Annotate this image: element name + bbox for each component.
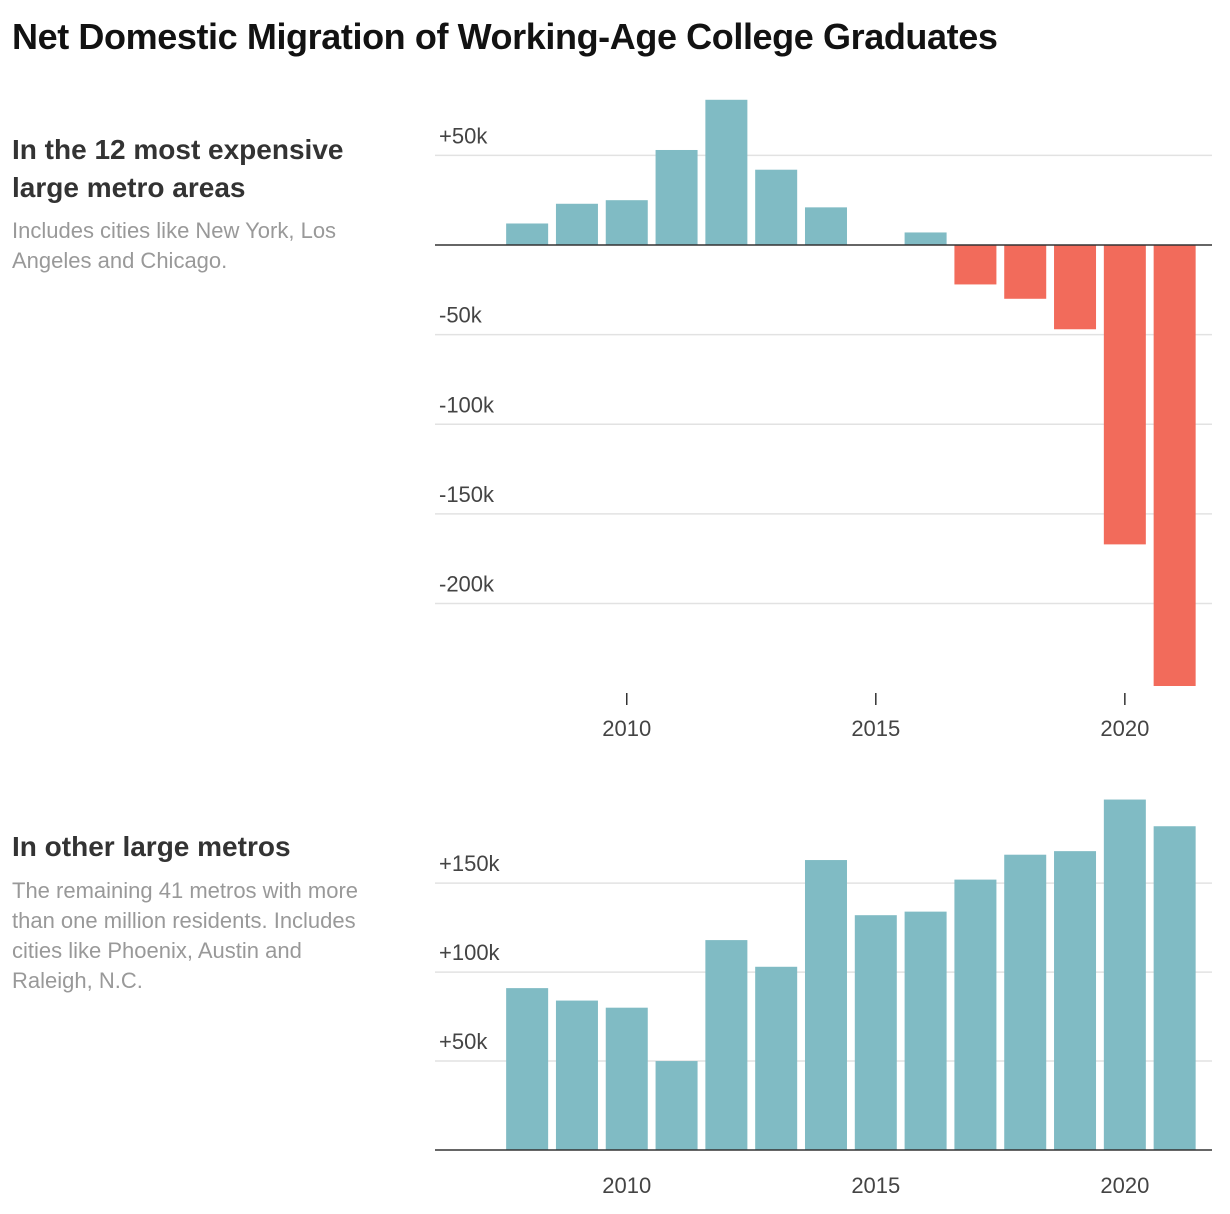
x-tick-label: 2015 <box>851 1173 900 1198</box>
bar-2020 <box>1103 245 1146 545</box>
top-panel-subtitle: Includes cities like New York, Los Angel… <box>12 218 337 273</box>
y-tick-label: +50k <box>439 1029 488 1054</box>
bar-2017 <box>954 245 997 285</box>
bar-2010 <box>605 200 648 245</box>
y-tick-label: -100k <box>439 392 495 417</box>
bar-2021 <box>1153 826 1196 1150</box>
bar-2014 <box>804 207 847 245</box>
bar-2012 <box>705 99 748 245</box>
bar-2013 <box>755 169 798 245</box>
bar-2014 <box>804 860 847 1150</box>
other-metros-chart: +150k +100k +50k 2010 2015 2020 <box>435 799 1212 1198</box>
expensive-metros-chart: +50k -50k -100k -150k -200k 2010 2015 2020 <box>435 99 1212 741</box>
bar-2008 <box>506 223 549 245</box>
bottom-panel-subtitle: The remaining 41 metros with more than o… <box>12 878 359 993</box>
bar-2010 <box>605 1007 648 1150</box>
y-tick-label: -150k <box>439 482 495 507</box>
page-title: Net Domestic Migration of Working-Age Co… <box>12 16 998 57</box>
bar-2015 <box>854 915 897 1150</box>
bar-2013 <box>755 966 798 1150</box>
bar-2016 <box>904 911 947 1150</box>
y-tick-label: +50k <box>439 123 488 148</box>
y-tick-label: -50k <box>439 303 483 328</box>
y-tick-label: +150k <box>439 851 501 876</box>
x-tick-label: 2010 <box>602 716 651 741</box>
bar-2018 <box>1004 854 1047 1150</box>
bar-2017 <box>954 879 997 1150</box>
x-tick-label: 2010 <box>602 1173 651 1198</box>
y-tick-label: -200k <box>439 572 495 597</box>
bar-2009 <box>555 203 598 245</box>
bar-2018 <box>1004 245 1047 299</box>
bar-2009 <box>555 1000 598 1150</box>
bar-2008 <box>506 988 549 1150</box>
bottom-panel-heading: In other large metros <box>12 831 291 862</box>
bar-2020 <box>1103 799 1146 1150</box>
x-tick-label: 2015 <box>851 716 900 741</box>
bar-2012 <box>705 940 748 1150</box>
y-tick-label: +100k <box>439 940 501 965</box>
bar-2019 <box>1054 245 1097 330</box>
bar-2016 <box>904 232 947 245</box>
bar-2021 <box>1153 245 1196 686</box>
top-panel-heading: In the 12 most expensive large metro are… <box>12 134 344 203</box>
bar-2011 <box>655 1061 698 1150</box>
bar-2019 <box>1054 851 1097 1150</box>
x-tick-label: 2020 <box>1100 1173 1149 1198</box>
x-tick-label: 2020 <box>1100 716 1149 741</box>
bar-2011 <box>655 149 698 245</box>
